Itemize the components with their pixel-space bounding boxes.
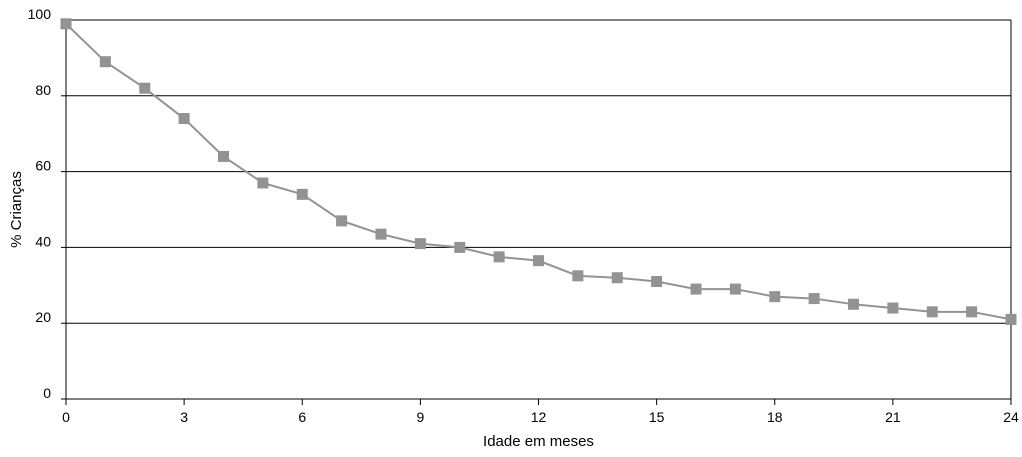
data-point-marker — [651, 276, 663, 288]
data-point-marker — [218, 150, 229, 162]
y-axis-title: % Crianças — [8, 171, 25, 248]
data-point-marker — [808, 293, 820, 305]
x-tick-label: 15 — [649, 409, 665, 425]
data-point-marker — [729, 283, 741, 295]
data-point-marker — [296, 188, 308, 200]
data-point-marker — [926, 306, 938, 318]
data-point-marker — [336, 215, 348, 227]
x-tick-label: 3 — [180, 409, 188, 425]
data-point-marker — [375, 228, 387, 240]
x-tick-label: 12 — [531, 409, 547, 425]
data-point-marker — [966, 306, 978, 318]
data-series — [60, 18, 1017, 325]
data-point-marker — [257, 177, 269, 189]
y-tick-label: 0 — [43, 385, 51, 401]
data-point-marker — [139, 82, 151, 94]
y-tick-label: 80 — [35, 82, 51, 98]
x-tick-label: 24 — [1003, 409, 1019, 425]
x-tick-label: 18 — [767, 409, 783, 425]
x-tick-label: 21 — [885, 409, 901, 425]
data-point-marker — [493, 251, 505, 263]
data-point-marker — [533, 255, 544, 267]
data-point-marker — [887, 302, 899, 314]
x-tick-label: 6 — [298, 409, 306, 425]
data-point-marker — [99, 56, 111, 68]
data-point-marker — [690, 283, 702, 295]
data-point-marker — [848, 298, 859, 310]
y-tick-label: 60 — [35, 158, 51, 174]
y-tick-label: 40 — [35, 233, 51, 249]
y-tick-label: 20 — [35, 309, 51, 325]
gridlines — [66, 19, 1011, 324]
data-point-marker — [454, 241, 466, 253]
data-point-marker — [178, 113, 190, 125]
y-tick-label: 100 — [28, 6, 52, 22]
data-point-marker — [611, 272, 623, 284]
data-point-marker — [572, 270, 584, 282]
data-point-marker — [414, 238, 426, 250]
data-point-marker — [60, 18, 72, 30]
data-point-marker — [769, 291, 781, 303]
tick-labels: 0 3 6 9 12 15 18 21 24 0 20 40 60 80 100 — [28, 6, 1019, 425]
x-tick-label: 0 — [62, 409, 70, 425]
x-tick-label: 9 — [416, 409, 424, 425]
x-axis-title: Idade em meses — [483, 433, 594, 450]
axes — [61, 19, 1012, 405]
data-point-marker — [1005, 313, 1017, 325]
